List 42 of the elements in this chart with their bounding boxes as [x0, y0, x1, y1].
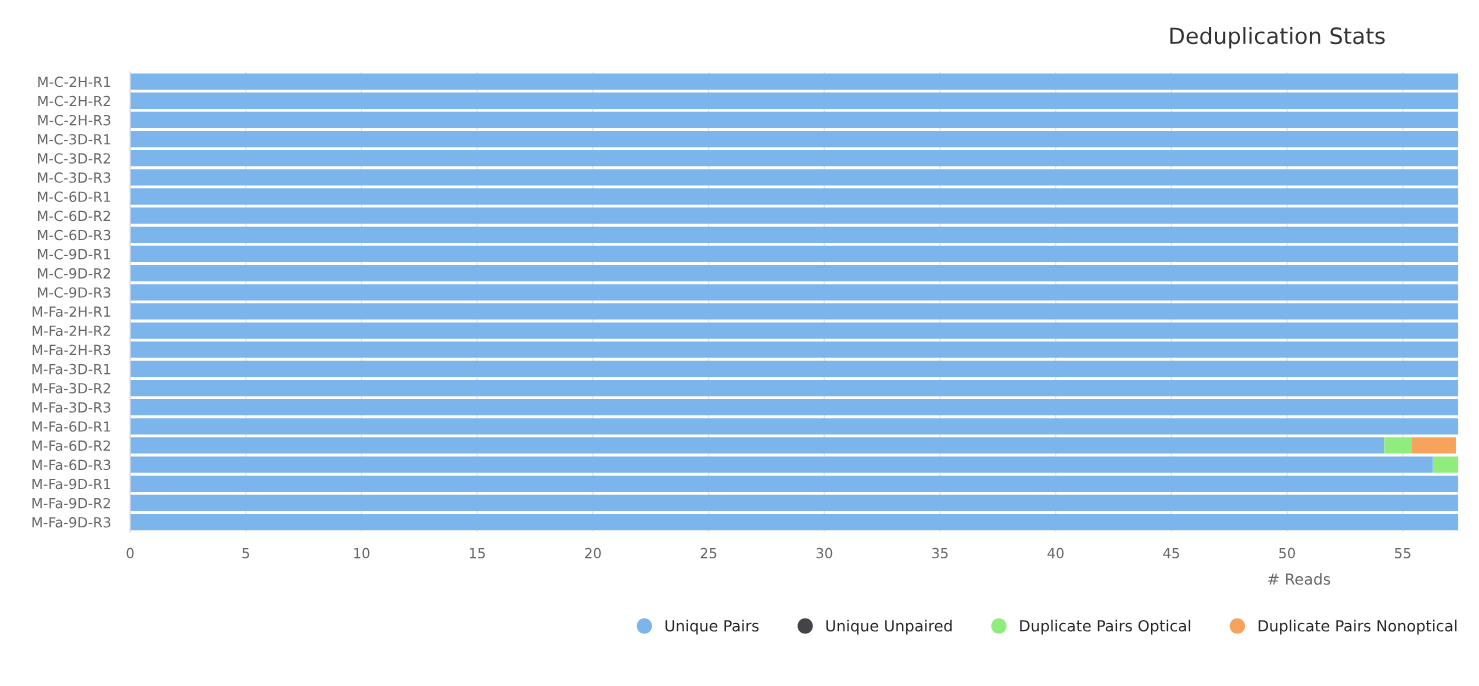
y-tick-label: M-C-3D-R3: [38, 172, 111, 183]
x-tick-label: 25: [700, 547, 717, 559]
chart-title: Deduplication Stats: [1170, 26, 1385, 49]
y-tick-label: M-C-9D-R1: [38, 248, 111, 260]
x-tick-label: 0: [126, 547, 134, 559]
y-tick-label: M-C-6D-R2: [38, 210, 111, 222]
y-tick-label: M-Fa-3D-R1: [32, 363, 111, 375]
y-tick-label: M-Fa-9D-R2: [32, 497, 111, 509]
x-tick-label: 30: [816, 547, 833, 559]
y-tick-label: M-C-2H-R1: [38, 76, 111, 88]
y-tick-label: M-Fa-2H-R2: [32, 325, 111, 337]
x-tick-label: 45: [1163, 548, 1179, 559]
y-tick-label: M-Fa-9D-R1: [32, 478, 111, 490]
y-tick-label: M-Fa-3D-R3: [32, 402, 111, 413]
x-tick-label: 50: [1279, 547, 1295, 559]
y-tick-label: M-Fa-6D-R1: [32, 421, 111, 432]
x-tick-label: 15: [469, 548, 485, 559]
y-tick-label: M-Fa-6D-R2: [32, 440, 111, 451]
legend-label: Unique Pairs: [665, 619, 759, 635]
x-axis-title: # Reads: [1268, 573, 1331, 585]
y-tick-label: M-C-9D-R2: [38, 268, 111, 279]
y-tick-label: M-Fa-2H-R1: [32, 306, 111, 317]
x-tick-label: 40: [1047, 547, 1064, 559]
y-tick-label: M-C-6D-R1: [38, 191, 111, 202]
y-tick-label: M-C-9D-R3: [38, 287, 111, 298]
y-tick-label: M-C-3D-R1: [38, 134, 111, 145]
x-tick-label: 5: [242, 548, 250, 559]
y-tick-label: M-C-3D-R2: [38, 153, 111, 164]
y-tick-label: M-C-2H-R2: [38, 95, 111, 107]
y-tick-label: M-C-2H-R3: [38, 114, 111, 126]
y-tick-label: M-Fa-3D-R2: [32, 382, 111, 394]
y-tick-label: M-Fa-9D-R3: [32, 517, 111, 528]
x-tick-label: 10: [354, 547, 370, 559]
legend-label: Duplicate Pairs Optical: [1020, 619, 1191, 635]
x-tick-label: 20: [585, 547, 601, 559]
x-tick-label: 55: [1395, 548, 1411, 559]
y-tick-label: M-C-6D-R3: [38, 229, 111, 241]
legend-label: Unique Unpaired: [826, 619, 952, 635]
x-tick-label: 35: [932, 547, 948, 559]
legend-label: Duplicate Pairs Nonoptical: [1258, 619, 1457, 635]
y-tick-label: M-Fa-6D-R3: [32, 459, 111, 471]
y-tick-label: M-Fa-2H-R3: [32, 344, 111, 356]
